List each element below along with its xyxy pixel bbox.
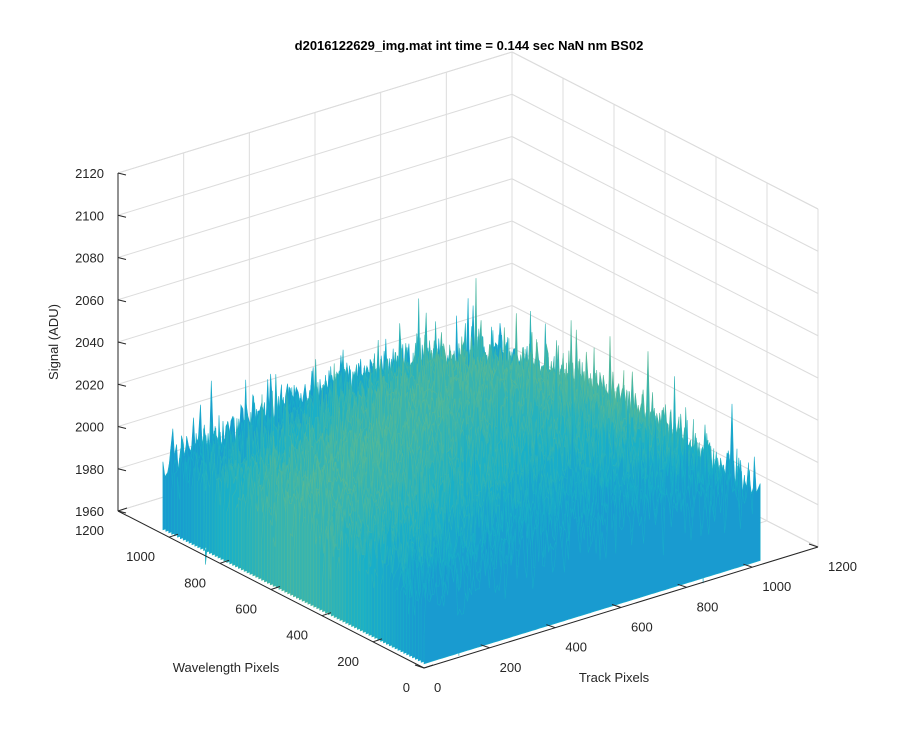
surface-strip: [423, 456, 761, 665]
y-tick-label: 1000: [126, 549, 155, 564]
z-tick-label: 2100: [75, 208, 104, 223]
box-edge: [511, 51, 819, 210]
grid-line: [117, 305, 513, 427]
y-tick: [372, 638, 383, 643]
x-tick: [677, 583, 687, 588]
grid-line: [117, 136, 513, 258]
y-tick-label: 1200: [75, 523, 104, 538]
grid-line: [511, 262, 819, 421]
z-tick-label: 1960: [75, 504, 104, 519]
x-tick-label: 1000: [762, 579, 791, 594]
z-tick: [117, 341, 127, 345]
x-tick-label: 600: [631, 620, 653, 635]
y-tick: [117, 507, 128, 512]
y-tick-label: 200: [337, 654, 359, 669]
z-tick-label: 2020: [75, 377, 104, 392]
x-tick: [808, 543, 819, 548]
x-tick: [546, 624, 556, 629]
y-tick: [321, 612, 332, 617]
x-tick: [743, 563, 753, 568]
z-tick-label: 1980: [75, 462, 104, 477]
z-tick: [117, 468, 127, 472]
x-tick-label: 0: [434, 680, 441, 695]
y-tick-label: 600: [235, 602, 257, 617]
grid-line: [511, 305, 819, 463]
y-tick: [219, 559, 230, 564]
z-tick-label: 2080: [75, 251, 104, 266]
chart-title: d2016122629_img.mat int time = 0.144 sec…: [295, 38, 644, 53]
grid-line: [117, 178, 513, 301]
x-tick-label: 1200: [828, 559, 857, 574]
grid-line: [511, 178, 819, 337]
y-tick: [270, 586, 281, 590]
surface-mesh: [162, 278, 761, 665]
z-tick: [117, 257, 127, 260]
x-tick: [611, 604, 622, 608]
z-tick-label: 2040: [75, 335, 104, 350]
z-axis-label: Signal (ADU): [46, 304, 61, 380]
z-tick: [117, 172, 127, 176]
x-tick: [414, 664, 425, 669]
y-axis-label: Wavelength Pixels: [173, 660, 280, 675]
z-tick: [117, 426, 127, 429]
grid-line: [511, 93, 819, 252]
z-tick-label: 2060: [75, 293, 104, 308]
x-axis-label: Track Pixels: [579, 670, 650, 685]
y-tick-label: 0: [403, 680, 410, 695]
x-tick-label: 800: [697, 599, 719, 614]
y-tick-label: 400: [286, 628, 308, 643]
grid-line: [117, 262, 513, 385]
y-tick: [168, 533, 179, 538]
grid-line: [117, 220, 513, 343]
x-tick-label: 400: [565, 640, 587, 655]
z-tick: [117, 299, 127, 303]
z-tick-label: 2000: [75, 420, 104, 435]
z-tick-label: 2120: [75, 166, 104, 181]
axes: 1960198020002020204020602080210021200200…: [75, 166, 857, 695]
y-tick-label: 800: [184, 575, 206, 590]
z-tick: [117, 383, 127, 387]
grid-line: [117, 93, 513, 216]
grid-line: [511, 220, 819, 379]
x-tick: [480, 644, 490, 649]
x-tick-label: 200: [500, 660, 522, 675]
box-edge: [117, 51, 513, 174]
z-tick: [117, 214, 127, 218]
grid-line: [511, 136, 819, 294]
